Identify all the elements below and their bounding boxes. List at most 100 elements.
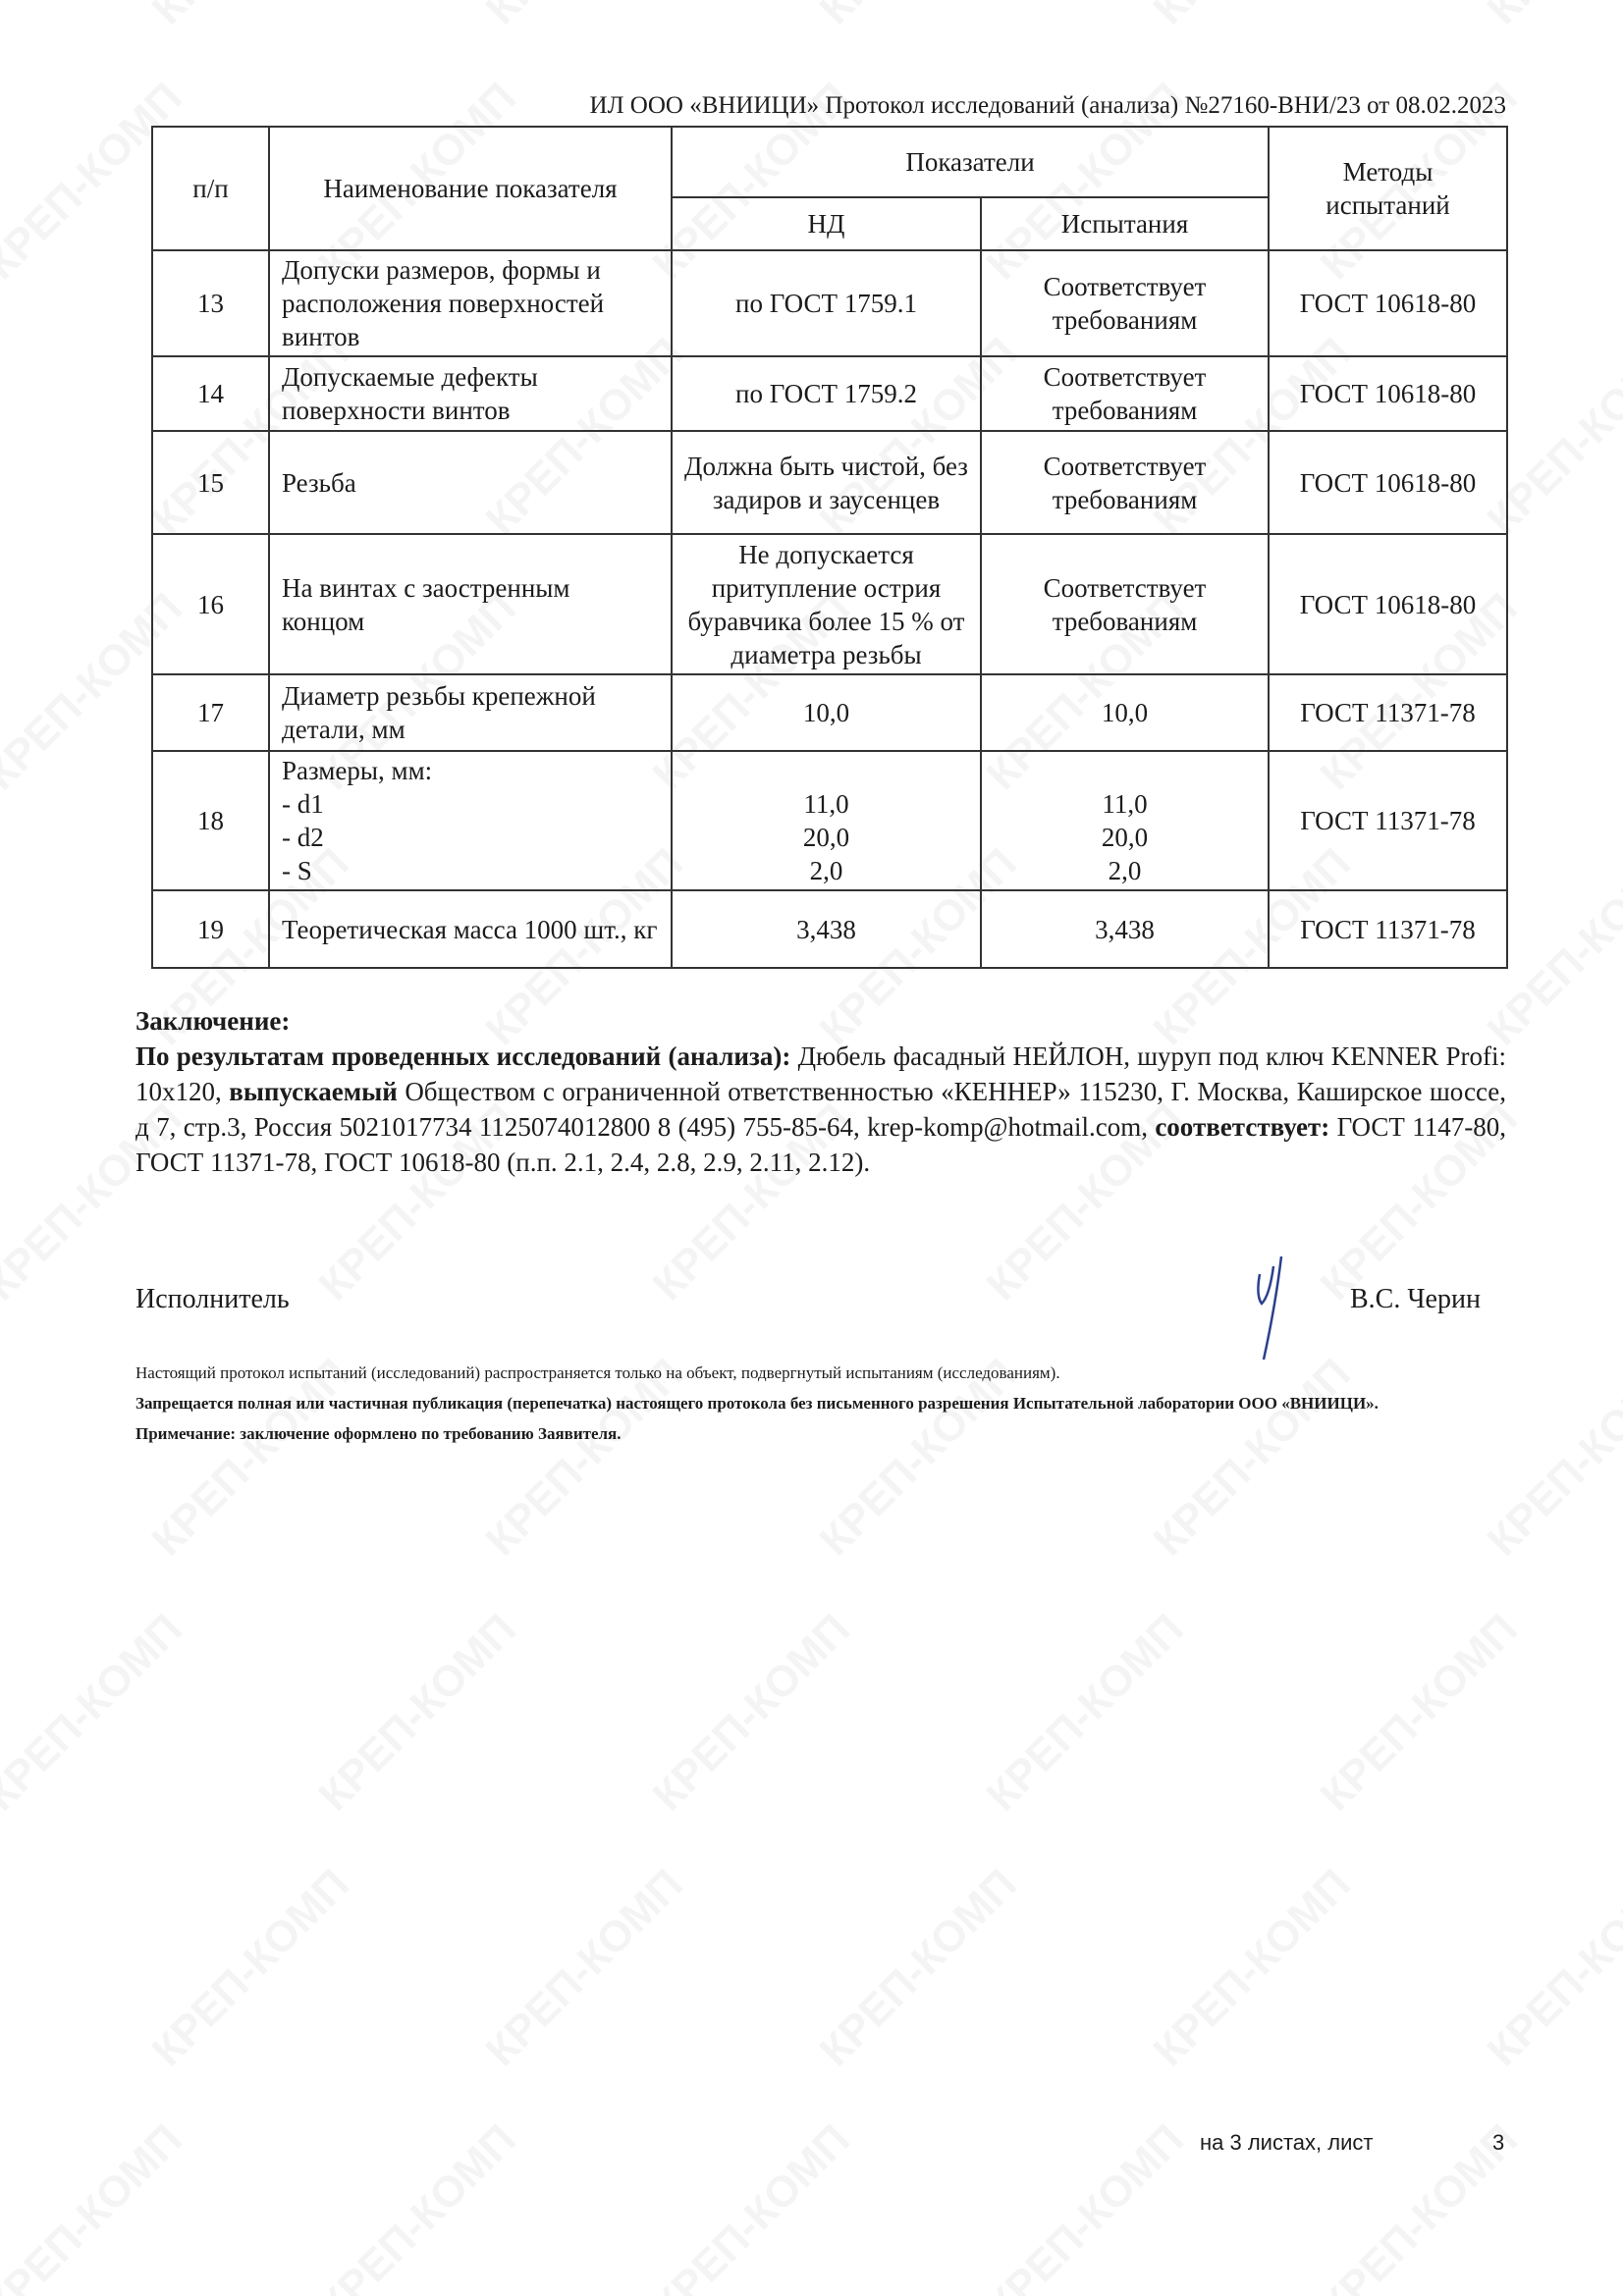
row-test: 3,438 bbox=[979, 889, 1271, 969]
row-method: ГОСТ 10618-80 bbox=[1268, 355, 1509, 432]
executor-name: В.С. Черин bbox=[1350, 1284, 1481, 1314]
col-header-num: п/п bbox=[151, 126, 270, 251]
conclusion-lead: По результатам проведенных исследований … bbox=[135, 1041, 791, 1071]
watermark-text: КРЕП-КОМП bbox=[643, 1605, 859, 1821]
page-number: 3 bbox=[1492, 2130, 1505, 2155]
conclusion-part1: Дюбель фасадный НЕЙЛОН, шуруп под ключ K… bbox=[135, 1041, 1506, 1106]
row-method-text: ГОСТ 11371-78 bbox=[1300, 914, 1476, 944]
row-name: Размеры, мм: - d1 - d2 - S bbox=[268, 750, 673, 891]
watermark-text: КРЕП-КОМП bbox=[1144, 0, 1360, 34]
signature-icon bbox=[1257, 1256, 1283, 1361]
executor-label: Исполнитель bbox=[135, 1284, 290, 1314]
test-value: Соответствует требованиям bbox=[1043, 272, 1207, 335]
row-nd: Не допускается притупление острия буравч… bbox=[671, 533, 982, 675]
row-method-text: ГОСТ 10618-80 bbox=[1299, 589, 1477, 619]
row-number-text: 19 bbox=[197, 914, 224, 944]
watermark-text: КРЕП-КОМП bbox=[1478, 1860, 1623, 2076]
row-number: 13 bbox=[151, 249, 270, 357]
watermark-text: КРЕП-КОМП bbox=[0, 0, 25, 34]
watermark-text: КРЕП-КОМП bbox=[810, 0, 1026, 34]
watermark-text: КРЕП-КОМП bbox=[810, 1860, 1026, 2076]
row-method: ГОСТ 10618-80 bbox=[1268, 430, 1509, 535]
test-value: 20,0 bbox=[1101, 823, 1149, 852]
test-value: 3,438 bbox=[1095, 914, 1155, 944]
row-nd: 10,0 bbox=[671, 673, 982, 752]
row-name-title: Размеры, мм: bbox=[282, 756, 433, 785]
watermark-text: КРЕП-КОМП bbox=[1478, 0, 1623, 34]
watermark-text: КРЕП-КОМП bbox=[0, 1605, 191, 1821]
watermark-text: КРЕП-КОМП bbox=[476, 1860, 692, 2076]
row-number: 14 bbox=[151, 355, 270, 432]
conclusion-text: По результатам проведенных исследований … bbox=[135, 1039, 1506, 1180]
row-nd: по ГОСТ 1759.2 bbox=[671, 355, 982, 432]
note-copyright: Запрещается полная или частичная публика… bbox=[135, 1394, 1379, 1413]
row-test: Соответствует требованиям bbox=[979, 249, 1271, 357]
row-nd: Должна быть чистой, без задиров и заусен… bbox=[671, 430, 982, 535]
row-name-text: Диаметр резьбы крепежной детали, мм bbox=[282, 681, 596, 744]
test-value: 10,0 bbox=[1101, 698, 1149, 727]
row-test: Соответствует требованиям bbox=[979, 430, 1271, 535]
nd-value: по ГОСТ 1759.2 bbox=[735, 379, 917, 408]
col-header-name: Наименование показателя bbox=[268, 126, 673, 251]
row-number: 19 bbox=[151, 889, 270, 969]
nd-value: 11,0 bbox=[803, 789, 849, 819]
nd-value: по ГОСТ 1759.1 bbox=[735, 289, 917, 318]
row-name-text: Допускаемые дефекты поверхности винтов bbox=[282, 362, 538, 425]
col-header-indicators: Показатели bbox=[670, 126, 1271, 198]
table-row: 17 Диаметр резьбы крепежной детали, мм 10,… bbox=[151, 673, 1509, 752]
row-test: Соответствует требованиям bbox=[979, 533, 1271, 675]
test-value: 11,0 bbox=[1102, 789, 1148, 819]
watermark-text: КРЕП-КОМП bbox=[142, 0, 358, 34]
watermark-text: КРЕП-КОМП bbox=[0, 2115, 191, 2296]
row-number-text: 18 bbox=[197, 806, 224, 835]
watermark-text: КРЕП-КОМП bbox=[309, 2115, 525, 2296]
test-value: Соответствует требованиям bbox=[1043, 451, 1207, 514]
nd-value: 10,0 bbox=[802, 698, 850, 727]
test-value: 2,0 bbox=[1108, 856, 1142, 885]
row-method: ГОСТ 10618-80 bbox=[1268, 249, 1509, 357]
nd-value: 20,0 bbox=[802, 823, 850, 852]
row-name: Теоретическая масса 1000 шт., кг bbox=[268, 889, 673, 969]
col-header-test: Испытания bbox=[979, 196, 1271, 251]
watermark-text: КРЕП-КОМП bbox=[476, 0, 692, 34]
row-method-text: ГОСТ 10618-80 bbox=[1299, 289, 1477, 318]
row-name-item: - d1 bbox=[282, 789, 324, 819]
table-row: 13 Допуски размеров, формы и расположения… bbox=[151, 249, 1509, 357]
conclusion-title: Заключение: bbox=[135, 1006, 291, 1036]
row-name: Допуски размеров, формы и расположения п… bbox=[268, 249, 673, 357]
row-method: ГОСТ 11371-78 bbox=[1268, 750, 1509, 891]
row-name-item: - d2 bbox=[282, 823, 324, 852]
row-number-text: 17 bbox=[197, 698, 224, 727]
nd-value: Не допускается притупление острия буравч… bbox=[687, 539, 965, 669]
watermark-text: КРЕП-КОМП bbox=[977, 2115, 1193, 2296]
row-name-text: На винтах с заостренным концом bbox=[282, 572, 570, 636]
watermark-text: КРЕП-КОМП bbox=[1311, 1605, 1527, 1821]
nd-value: 2,0 bbox=[809, 856, 843, 885]
col-header-nd: НД bbox=[671, 196, 982, 251]
row-name-text: Теоретическая масса 1000 шт., кг bbox=[282, 914, 658, 944]
row-name: Диаметр резьбы крепежной детали, мм bbox=[268, 673, 673, 752]
row-method-text: ГОСТ 10618-80 bbox=[1299, 467, 1477, 498]
results-table: п/п Наименование показателя Показатели М… bbox=[151, 126, 1509, 969]
row-test: Соответствует требованиям bbox=[979, 355, 1271, 432]
row-method: ГОСТ 10618-80 bbox=[1268, 533, 1509, 675]
row-name: Резьба bbox=[268, 430, 673, 535]
notes: Настоящий протокол испытаний (исследован… bbox=[135, 1358, 1510, 1449]
watermark-text: КРЕП-КОМП bbox=[977, 1605, 1193, 1821]
row-test: 10,0 bbox=[979, 673, 1271, 752]
conclusion: Заключение: По результатам проведенных и… bbox=[135, 1003, 1506, 1180]
col-header-methods: Методы испытаний bbox=[1268, 126, 1509, 251]
table-row: 14 Допускаемые дефекты поверхности винтов… bbox=[151, 355, 1509, 432]
row-number: 15 bbox=[151, 430, 270, 535]
table-row: 15 Резьба Должна быть чистой, без задиров … bbox=[151, 430, 1509, 535]
row-method-text: ГОСТ 11371-78 bbox=[1300, 698, 1476, 727]
row-name-text: Допуски размеров, формы и расположения п… bbox=[282, 255, 605, 351]
test-value: Соответствует требованиям bbox=[1043, 572, 1207, 636]
row-method: ГОСТ 11371-78 bbox=[1268, 673, 1509, 752]
watermark-text: КРЕП-КОМП bbox=[309, 1605, 525, 1821]
watermark-text: КРЕП-КОМП bbox=[1144, 1860, 1360, 2076]
row-nd: 3,438 bbox=[671, 889, 982, 969]
row-number: 16 bbox=[151, 533, 270, 675]
row-method-text: ГОСТ 11371-78 bbox=[1300, 806, 1476, 835]
table-row: 16 На винтах с заостренным концом Не допус… bbox=[151, 533, 1509, 675]
